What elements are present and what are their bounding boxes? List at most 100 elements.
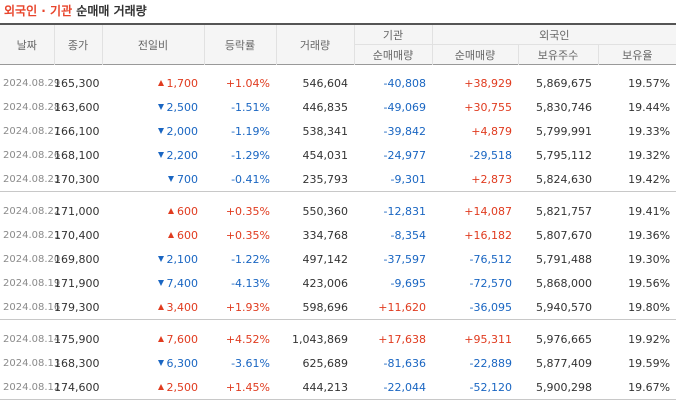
cell-volume: 423,006: [302, 276, 349, 290]
cell-foreign-hold: 5,869,675: [536, 76, 592, 90]
cell-inst-net: -8,354: [390, 228, 426, 242]
cell-change: 7,400: [102, 271, 204, 295]
table-row: 2024.08.28 163,600 2,500 -1.51% 446,835 -49,0…: [0, 95, 676, 119]
cell-date: 2024.08.26: [3, 149, 61, 161]
arrow-down-icon: [157, 359, 164, 366]
cell-date: 2024.08.13: [3, 357, 61, 369]
cell-rate: -1.29%: [231, 148, 270, 162]
cell-foreign-ratio: 19.32%: [628, 148, 671, 162]
table-row: 2024.08.13 168,300 6,300 -3.61% 625,689 -81,6…: [0, 351, 676, 375]
cell-close: 168,300: [54, 356, 100, 370]
header-foreign: 외국인: [432, 24, 677, 45]
cell-change: 1,700: [102, 71, 204, 95]
change-value: 3,400: [166, 300, 199, 314]
arrow-up-icon: [168, 207, 174, 214]
cell-close: 168,100: [54, 148, 100, 162]
cell-close: 165,300: [54, 76, 100, 90]
cell-date: 2024.08.19: [3, 277, 61, 289]
change-value: 2,000: [166, 124, 199, 138]
cell-foreign-net: +30,755: [464, 100, 512, 114]
cell-foreign-ratio: 19.80%: [598, 295, 677, 320]
cell-rate: -0.41%: [204, 167, 276, 192]
change-value: 6,300: [166, 356, 199, 370]
header-date: 날짜: [0, 24, 55, 65]
group-spacer: [0, 320, 676, 328]
change-value: 2,200: [166, 148, 199, 162]
cell-foreign-net: +14,087: [464, 204, 512, 218]
arrow-down-icon: [157, 103, 164, 110]
cell-foreign-ratio: 19.42%: [598, 167, 677, 192]
arrow-up-icon: [157, 335, 164, 342]
cell-rate: +4.52%: [225, 332, 270, 346]
arrow-up-icon: [157, 79, 164, 86]
change-value: 600: [177, 204, 198, 218]
cell-inst-net: -81,636: [383, 356, 426, 370]
cell-foreign-ratio: 19.92%: [628, 332, 671, 346]
arrow-down-icon: [168, 175, 174, 182]
change-value: 2,500: [166, 380, 199, 394]
table-header: 날짜 종가 전일비 등락률 거래량 기관 외국인 순매매량 순매매량 보유주수 …: [0, 24, 677, 65]
change-value: 2,100: [166, 252, 199, 266]
cell-foreign-net: -52,120: [432, 375, 518, 400]
cell-close: 179,300: [54, 295, 102, 320]
cell-foreign-net: -36,095: [432, 295, 518, 320]
cell-inst-net: +11,620: [354, 295, 432, 320]
cell-inst-net: -9,301: [354, 167, 432, 192]
cell-foreign-hold: 5,821,757: [536, 204, 592, 218]
cell-close: 171,000: [54, 204, 100, 218]
investor-trading-table: 날짜 종가 전일비 등락률 거래량 기관 외국인 순매매량 순매매량 보유주수 …: [0, 23, 677, 400]
cell-foreign-ratio: 19.67%: [598, 375, 677, 400]
cell-foreign-hold: 5,830,746: [536, 100, 592, 114]
cell-volume: 454,031: [302, 148, 349, 162]
cell-close: 175,900: [54, 332, 100, 346]
cell-change: 2,500: [102, 95, 204, 119]
cell-foreign-ratio: 19.30%: [628, 252, 671, 266]
cell-foreign-hold: 5,900,298: [518, 375, 598, 400]
cell-change: 2,100: [102, 247, 204, 271]
cell-rate: -1.51%: [231, 100, 270, 114]
cell-volume: 444,213: [276, 375, 354, 400]
cell-volume: 334,768: [302, 228, 349, 242]
cell-change: 700: [102, 167, 204, 192]
table-row: 2024.08.26 168,100 2,200 -1.29% 454,031 -24,9…: [0, 143, 676, 167]
change-value: 7,400: [166, 276, 199, 290]
cell-foreign-hold: 5,795,112: [536, 148, 592, 162]
cell-volume: 538,341: [302, 124, 349, 138]
cell-volume: 598,696: [276, 295, 354, 320]
table-row: 2024.08.19 171,900 7,400 -4.13% 423,006 -9,69…: [0, 271, 676, 295]
cell-date: 2024.08.21: [3, 229, 61, 241]
cell-inst-net: -22,044: [354, 375, 432, 400]
header-volume: 거래량: [276, 24, 355, 65]
cell-foreign-ratio: 19.44%: [628, 100, 671, 114]
cell-foreign-hold: 5,940,570: [518, 295, 598, 320]
cell-foreign-ratio: 19.33%: [628, 124, 671, 138]
cell-rate: +1.45%: [204, 375, 276, 400]
table-row: 2024.08.23 170,300 700 -0.41% 235,793 -9,301 +…: [0, 167, 677, 192]
cell-volume: 497,142: [302, 252, 349, 266]
arrow-up-icon: [157, 303, 164, 310]
cell-rate: -4.13%: [231, 276, 270, 290]
change-value: 1,700: [166, 76, 199, 90]
cell-inst-net: +17,638: [378, 332, 426, 346]
cell-foreign-net: +95,311: [464, 332, 512, 346]
header-foreign-net: 순매매량: [432, 44, 519, 65]
cell-close: 171,900: [54, 276, 100, 290]
cell-date: 2024.08.12: [0, 375, 60, 400]
cell-date: 2024.08.29: [3, 77, 61, 89]
change-value: 700: [177, 172, 198, 186]
table-row: 2024.08.21 170,400 600 +0.35% 334,768 -8,354 +…: [0, 223, 676, 247]
cell-change: 7,600: [102, 327, 204, 351]
cell-volume: 446,835: [302, 100, 349, 114]
table-row: 2024.08.12 174,600 2,500 +1.45% 444,213 -22,0…: [0, 375, 677, 400]
table-row: 2024.08.22 171,000 600 +0.35% 550,360 -12,831…: [0, 199, 676, 223]
cell-foreign-net: -76,512: [469, 252, 512, 266]
cell-volume: 235,793: [276, 167, 354, 192]
header-institution: 기관: [354, 24, 433, 45]
cell-foreign-ratio: 19.57%: [628, 76, 671, 90]
cell-foreign-net: +38,929: [464, 76, 512, 90]
cell-volume: 546,604: [302, 76, 349, 90]
spacer-cell: [0, 192, 676, 200]
cell-foreign-net: +2,873: [432, 167, 518, 192]
cell-date: 2024.08.14: [3, 333, 61, 345]
header-foreign-ratio: 보유율: [598, 44, 677, 65]
